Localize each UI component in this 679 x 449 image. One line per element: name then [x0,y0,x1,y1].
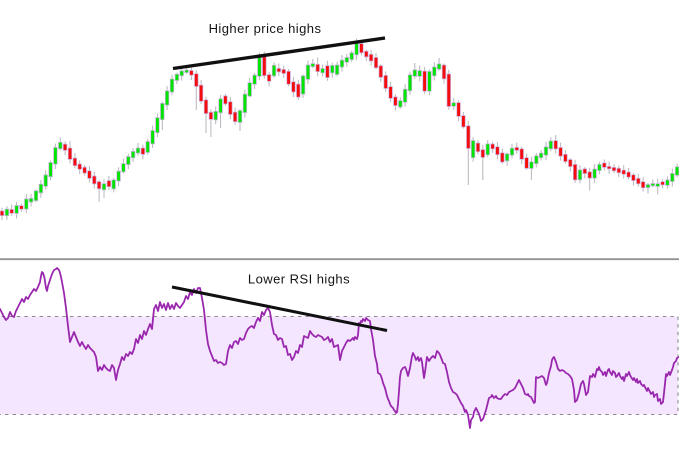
svg-text:Lower RSI highs: Lower RSI highs [248,272,350,287]
svg-text:Higher price highs: Higher price highs [209,21,322,36]
